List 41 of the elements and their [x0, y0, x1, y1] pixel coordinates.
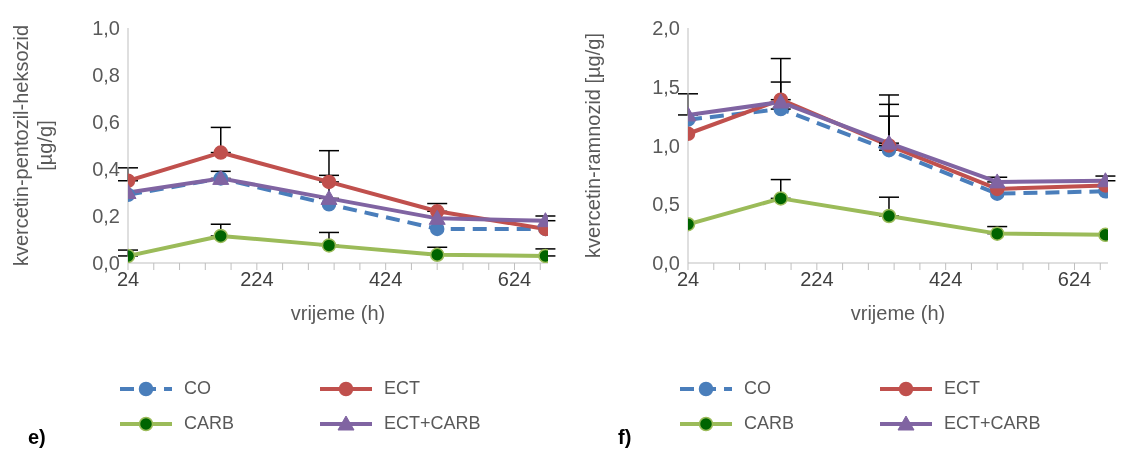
y-tick-label: 0,4 — [92, 158, 120, 181]
point — [880, 134, 898, 150]
legend-label: CARB — [744, 413, 795, 434]
point — [881, 208, 897, 224]
point — [213, 145, 229, 160]
legend-label: ECT+CARB — [944, 413, 1041, 434]
y-tick-label: 0,6 — [92, 111, 120, 134]
text: f) — [618, 426, 632, 449]
point — [213, 228, 229, 244]
x-tick-label: 424 — [368, 268, 403, 291]
point — [429, 247, 445, 263]
y-tick-label: 1,0 — [92, 17, 120, 40]
y-axis-title: kvercetin-pentozil-heksozid [µg/g] — [10, 24, 56, 267]
point — [321, 238, 337, 253]
y-tick-label: 1,5 — [652, 75, 680, 98]
x-tick-label: 424 — [928, 268, 963, 291]
y-tick-label: 0,2 — [92, 205, 120, 228]
x-tick-label: 224 — [240, 268, 274, 291]
legend-label: CO — [744, 378, 771, 399]
x-tick-label: 224 — [800, 268, 834, 291]
x-axis-title: vrijeme (h) — [290, 302, 386, 324]
x-tick-label: 624 — [497, 268, 532, 291]
legend-label: CO — [184, 378, 211, 399]
point — [428, 209, 446, 225]
legend-label: CARB — [184, 413, 235, 434]
point — [773, 191, 789, 206]
y-tick-label: 0,5 — [652, 193, 680, 216]
y-tick-label: 1,0 — [652, 134, 680, 157]
y-tick-label: 0,8 — [92, 64, 120, 87]
legend-label: ECT — [944, 378, 980, 399]
point — [988, 173, 1006, 189]
x-axis-title: vrijeme (h) — [850, 302, 946, 324]
x-tick-label: 624 — [1057, 268, 1092, 291]
point — [989, 226, 1005, 241]
legend-label: ECT+CARB — [384, 413, 481, 434]
text: e) — [28, 426, 46, 449]
point — [320, 189, 338, 205]
y-tick-label: 2,0 — [652, 17, 680, 40]
legend-label: ECT — [384, 378, 420, 399]
point — [321, 174, 337, 190]
y-axis-title: kvercetin-ramnozid [µg/g] — [582, 33, 604, 258]
